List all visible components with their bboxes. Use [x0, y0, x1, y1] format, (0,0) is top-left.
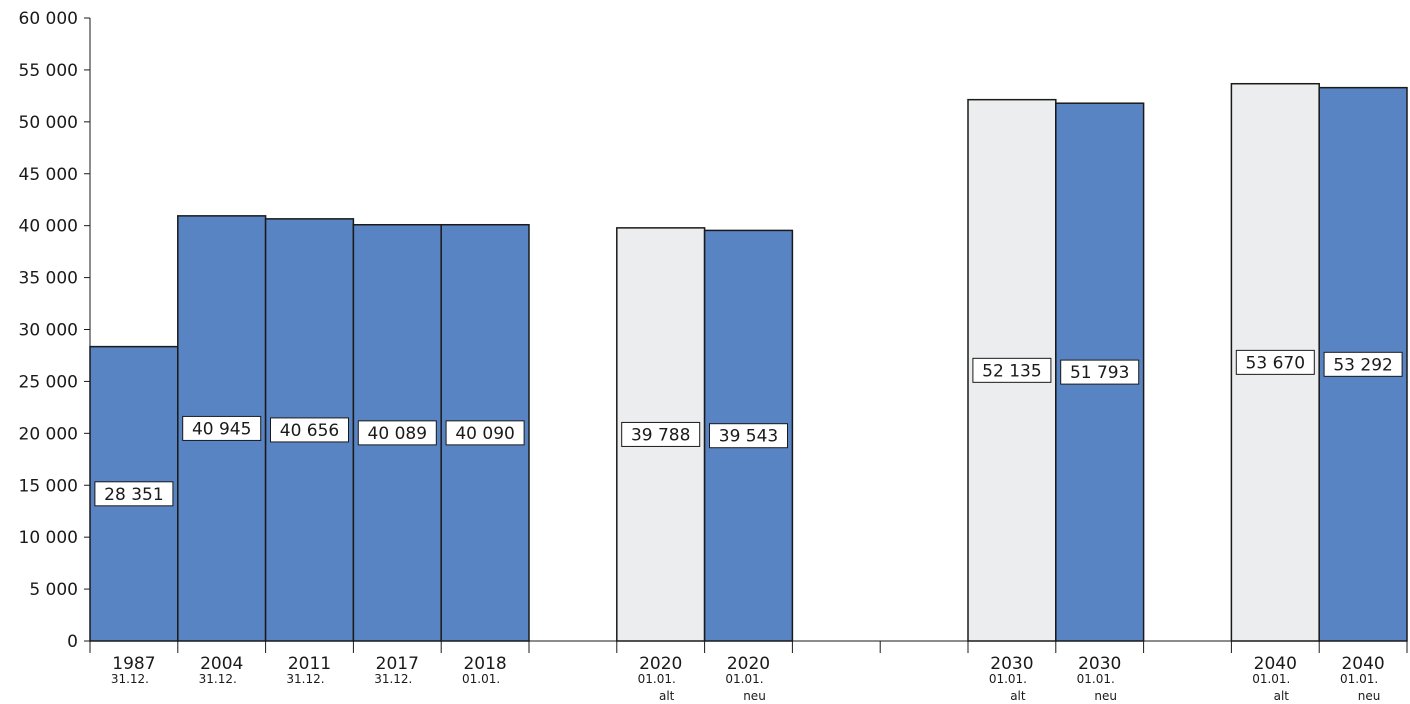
category-variant-label: alt — [659, 689, 675, 703]
data-label: 53 670 — [1246, 353, 1305, 373]
data-labels: 28 351 40 945 40 656 40 089 40 090 39 788 39 5… — [94, 349, 1403, 507]
data-label: 39 788 — [631, 425, 690, 445]
category-date-label: 01.01. — [462, 672, 500, 686]
y-tick-label: 10 000 — [19, 528, 78, 548]
category-date-label: 01.01. — [638, 672, 676, 686]
data-label-box — [1235, 349, 1315, 375]
category-variant-label: neu — [1094, 689, 1117, 703]
category-date-label: 31.12. — [374, 672, 412, 686]
y-tick-label: 0 — [67, 632, 78, 652]
data-label-box — [270, 417, 349, 443]
data-label: 52 135 — [982, 361, 1041, 381]
category-labels: 198731.12.200431.12.201131.12.201731.12.… — [111, 654, 1385, 703]
data-label: 40 089 — [368, 424, 427, 444]
data-label-box — [357, 420, 437, 446]
category-year-label: 2020 — [727, 654, 770, 674]
category-date-label: 31.12. — [111, 672, 149, 686]
y-tick-label: 5 000 — [29, 580, 78, 600]
data-label-box — [94, 481, 174, 507]
y-tick-label: 45 000 — [19, 165, 78, 185]
category-year-label: 2011 — [288, 654, 331, 674]
y-tick-label: 20 000 — [19, 424, 78, 444]
category-date-label: 01.01. — [1252, 672, 1290, 686]
category-year-label: 2030 — [990, 654, 1033, 674]
category-year-label: 2040 — [1254, 654, 1297, 674]
data-label: 53 292 — [1333, 355, 1392, 375]
y-tick-label: 30 000 — [19, 321, 78, 341]
category-year-label: 2020 — [639, 654, 682, 674]
category-year-label: 2040 — [1341, 654, 1384, 674]
y-tick-label: 50 000 — [19, 113, 78, 133]
y-tick-label: 60 000 — [19, 9, 78, 29]
category-year-label: 2017 — [376, 654, 419, 674]
data-label: 39 543 — [719, 427, 778, 447]
category-date-label: 01.01. — [725, 672, 763, 686]
category-year-label: 1987 — [112, 654, 155, 674]
data-label: 40 090 — [455, 424, 514, 444]
data-label-box — [445, 420, 525, 446]
category-variant-label: neu — [1358, 689, 1381, 703]
data-label-box — [621, 421, 701, 447]
category-date-label: 01.01. — [1340, 672, 1378, 686]
y-tick-label: 40 000 — [19, 217, 78, 237]
x-axis-ticks — [89, 641, 1408, 653]
y-tick-label: 25 000 — [19, 372, 78, 392]
category-year-label: 2004 — [200, 654, 243, 674]
y-tick-label: 55 000 — [19, 61, 78, 81]
category-variant-label: alt — [1274, 689, 1290, 703]
data-label-box — [182, 415, 262, 441]
category-date-label: 01.01. — [1077, 672, 1115, 686]
data-label: 40 656 — [280, 421, 339, 441]
y-tick-label: 15 000 — [19, 476, 78, 496]
category-variant-label: neu — [743, 689, 766, 703]
category-year-label: 2018 — [463, 654, 506, 674]
data-label: 28 351 — [104, 485, 163, 505]
category-date-label: 31.12. — [286, 672, 324, 686]
category-variant-label: alt — [1010, 689, 1026, 703]
data-label-box — [1323, 351, 1403, 377]
bars — [89, 82, 1408, 642]
category-year-label: 2030 — [1078, 654, 1121, 674]
data-label-box — [972, 357, 1052, 383]
data-label: 51 793 — [1070, 363, 1129, 383]
data-label: 40 945 — [192, 419, 251, 439]
data-label-box — [1060, 359, 1140, 385]
category-date-label: 31.12. — [199, 672, 237, 686]
y-tick-label: 35 000 — [19, 269, 78, 289]
data-label-box — [709, 423, 788, 449]
axes — [89, 18, 1405, 642]
y-axis-ticks: 0 5 000 10 000 15 000 20 000 25 000 30 000 35 0… — [19, 9, 90, 652]
category-date-label: 01.01. — [989, 672, 1027, 686]
